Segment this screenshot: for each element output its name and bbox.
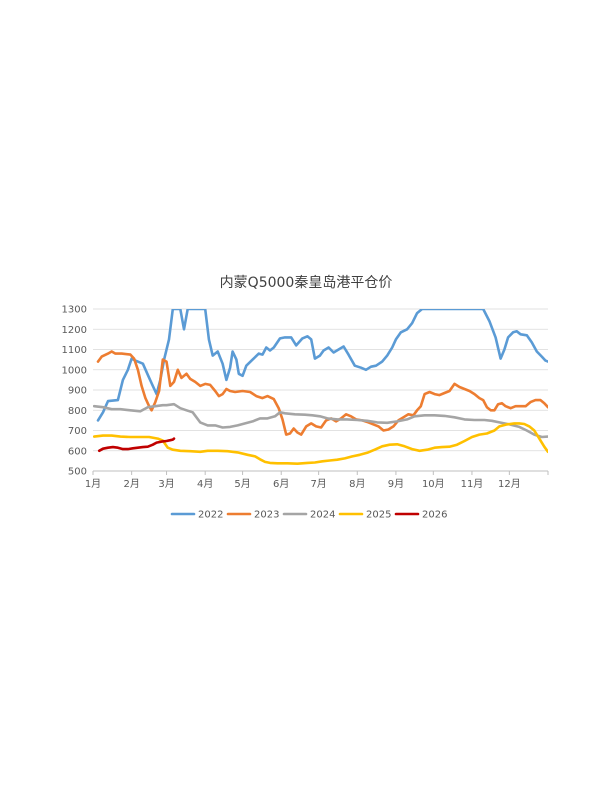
legend-label-2026: 2026 <box>422 510 447 521</box>
x-tick-label: 5月 <box>234 478 250 490</box>
series-line-2024 <box>93 402 548 439</box>
legend: 2022 2023 2024 2025 2026 <box>170 510 447 521</box>
series-line-2026 <box>97 437 176 453</box>
series-lines <box>93 309 548 465</box>
series-line-2023 <box>96 350 548 436</box>
y-tick-label: 1200 <box>62 325 87 336</box>
x-tick-label: 9月 <box>388 478 404 490</box>
y-tick-label: 800 <box>68 406 87 417</box>
x-tick-label: 1月 <box>85 478 101 490</box>
legend-label-2024: 2024 <box>310 510 335 521</box>
y-tick-label: 1300 <box>62 305 87 316</box>
legend-label-2022: 2022 <box>198 510 223 521</box>
x-tick-label: 3月 <box>158 478 174 490</box>
axes: 500 600 700 800 900 1000 1100 1200 1300 1月 2月 3月 4月 5… <box>62 305 549 490</box>
x-tick-label: 4月 <box>197 478 213 490</box>
x-tick-label: 11月 <box>461 478 484 490</box>
y-tick-label: 900 <box>68 386 87 397</box>
y-tick-label: 1000 <box>62 365 87 376</box>
y-tick-label: 700 <box>68 426 87 437</box>
series-line-2022 <box>96 309 548 422</box>
y-tick-label: 1100 <box>62 345 87 356</box>
x-tick-label: 7月 <box>310 478 326 490</box>
chart-title: 内蒙Q5000秦皇岛港平仓价 <box>219 275 393 291</box>
legend-label-2023: 2023 <box>254 510 279 521</box>
legend-label-2025: 2025 <box>366 510 391 521</box>
x-tick-label: 8月 <box>349 478 365 490</box>
y-tick-label: 600 <box>68 446 87 457</box>
x-tick-label: 2月 <box>123 478 139 490</box>
gridlines <box>93 308 548 472</box>
x-tick-label: 12月 <box>498 478 521 490</box>
series-line-2025 <box>93 422 548 465</box>
y-tick-label: 500 <box>68 467 87 478</box>
x-tick-label: 10月 <box>422 478 445 490</box>
x-tick-label: 6月 <box>273 478 289 490</box>
